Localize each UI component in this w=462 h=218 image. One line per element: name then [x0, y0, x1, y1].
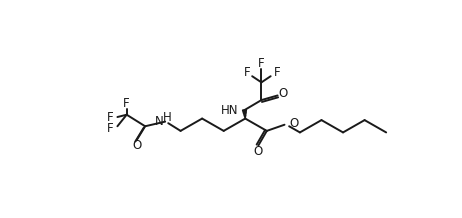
Text: F: F	[107, 122, 114, 135]
Text: N: N	[155, 115, 164, 128]
Text: F: F	[274, 66, 280, 79]
Text: O: O	[254, 145, 263, 158]
Text: O: O	[132, 139, 141, 152]
Text: H: H	[163, 111, 172, 124]
Text: HN: HN	[221, 104, 238, 117]
Text: F: F	[123, 97, 130, 110]
Text: F: F	[243, 66, 250, 79]
Polygon shape	[243, 110, 246, 119]
Text: O: O	[289, 117, 298, 130]
Text: F: F	[258, 57, 265, 70]
Text: F: F	[107, 111, 114, 124]
Text: O: O	[278, 87, 288, 100]
